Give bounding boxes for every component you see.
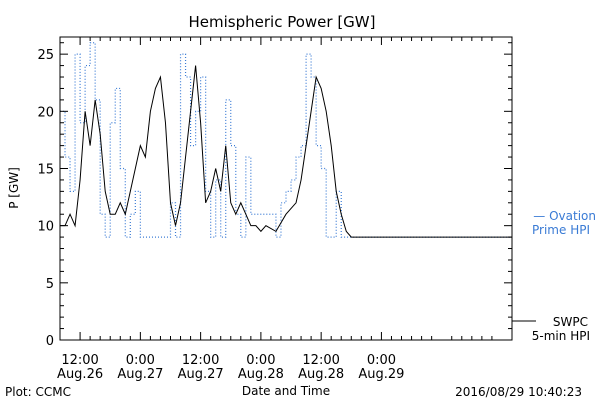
x-tick-date-label: Aug.27: [178, 367, 224, 382]
y-tick-label: 10: [37, 220, 54, 235]
y-axis-label: P [GW]: [7, 167, 21, 209]
y-axis: 0 5 10 15 20 25: [37, 42, 512, 349]
y-tick-label: 5: [46, 277, 54, 292]
y-tick-label: 25: [37, 48, 54, 63]
x-axis: 12:00Aug.260:00Aug.2712:00Aug.270:00Aug.…: [57, 37, 493, 382]
legend-swpc-line2: 5-min HPI: [532, 329, 590, 343]
y-tick-label: 0: [46, 334, 54, 349]
x-tick-time-label: 12:00: [182, 353, 219, 368]
x-tick-date-label: Aug.28: [298, 367, 344, 382]
legend-swpc: SWPC 5-min HPI: [512, 315, 590, 343]
footer-timestamp: 2016/08/29 10:40:23: [455, 385, 582, 399]
x-tick-time-label: 0:00: [367, 353, 396, 368]
x-tick-time-label: 12:00: [61, 353, 98, 368]
swpc-series-line: [60, 65, 512, 238]
ovation-series-line: [60, 42, 512, 238]
x-axis-label: Date and Time: [242, 384, 330, 398]
legend-ovation: — Ovation Prime HPI: [532, 209, 596, 237]
y-tick-label: 15: [37, 162, 54, 177]
plot-area: [59, 36, 513, 341]
x-tick-date-label: Aug.28: [238, 367, 284, 382]
x-tick-date-label: Aug.26: [57, 367, 103, 382]
plot-frame: [59, 36, 513, 341]
series-layer: [60, 42, 512, 238]
legend-ovation-line2: Prime HPI: [532, 223, 590, 237]
footer-plot-credit: Plot: CCMC: [5, 385, 71, 399]
x-tick-date-label: Aug.29: [358, 367, 404, 382]
legend-ovation-line1: — Ovation: [533, 209, 596, 223]
x-tick-time-label: 0:00: [126, 353, 155, 368]
x-tick-time-label: 0:00: [246, 353, 275, 368]
y-tick-label: 20: [37, 105, 54, 120]
legend-swpc-line1: SWPC: [553, 315, 588, 329]
x-tick-date-label: Aug.27: [117, 367, 163, 382]
chart-title: Hemispheric Power [GW]: [189, 13, 376, 31]
x-tick-time-label: 12:00: [302, 353, 339, 368]
